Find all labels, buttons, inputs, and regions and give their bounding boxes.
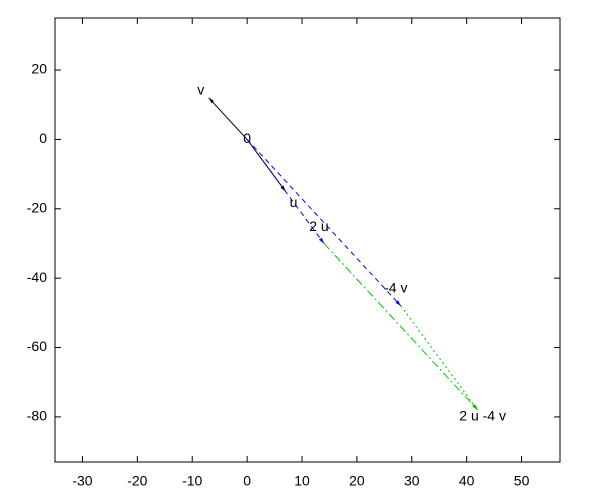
vector-label: -4 v (384, 280, 407, 296)
x-tick-label: 10 (294, 473, 310, 489)
x-tick-label: 30 (404, 473, 420, 489)
vector (400, 305, 479, 411)
y-tick-label: -20 (27, 199, 47, 215)
x-tick-label: -30 (72, 473, 92, 489)
vector-label: v (197, 81, 204, 97)
x-tick-label: 20 (349, 473, 365, 489)
vector (246, 139, 325, 244)
vector (323, 243, 479, 411)
x-tick-label: 50 (514, 473, 530, 489)
x-tick-label: 40 (459, 473, 475, 489)
plot-frame (54, 17, 561, 463)
y-tick-label: -60 (27, 338, 47, 354)
vector-label: u (290, 194, 298, 210)
y-tick-label: -80 (27, 408, 47, 424)
y-tick-label: -40 (27, 269, 47, 285)
vector-label: 2 u (309, 218, 328, 234)
y-tick-label: 0 (39, 130, 47, 146)
x-tick-label: -10 (182, 473, 202, 489)
x-tick-label: 0 (243, 473, 251, 489)
x-tick-label: -20 (127, 473, 147, 489)
vector (208, 97, 248, 140)
vector (246, 139, 402, 307)
vector-label: 2 u -4 v (459, 408, 506, 424)
origin-label: 0 (243, 130, 251, 146)
y-tick-label: 20 (31, 61, 47, 77)
